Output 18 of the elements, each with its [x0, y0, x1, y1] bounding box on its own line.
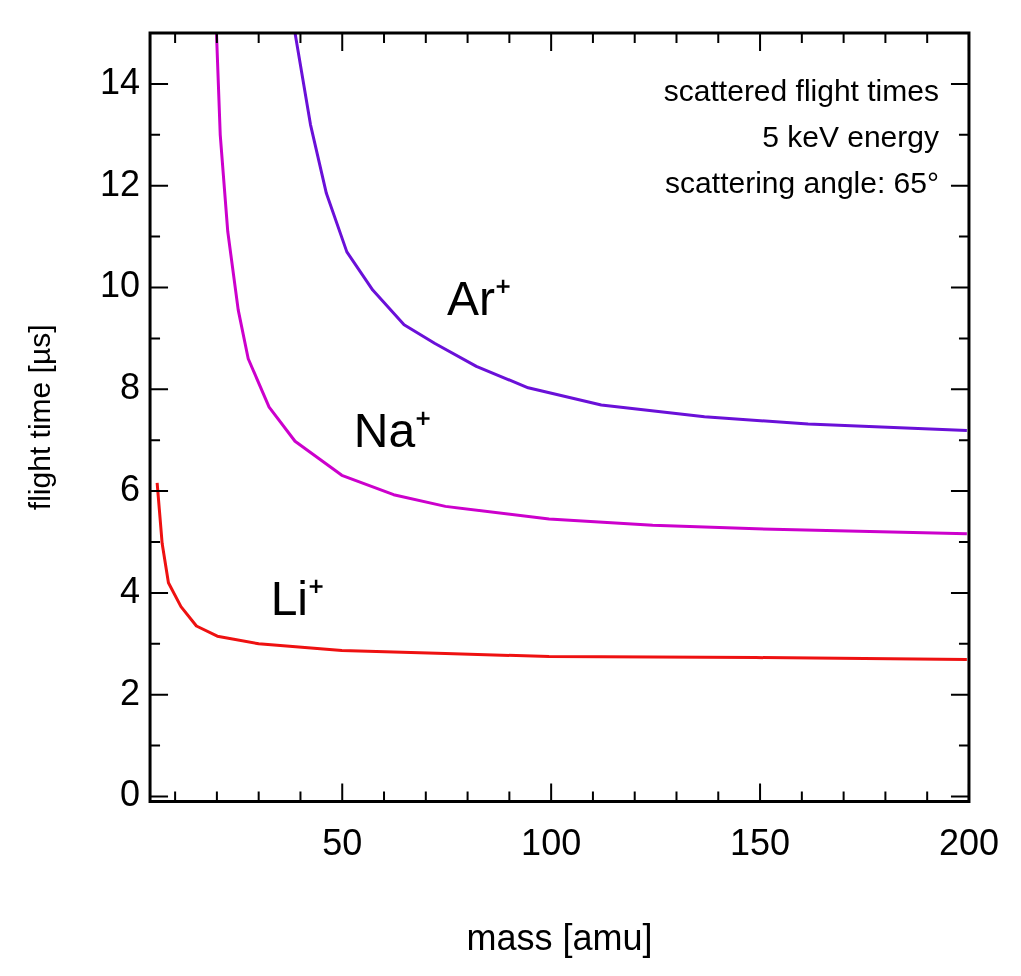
series-label: Li⁺: [270, 572, 325, 626]
x-tick-label: 200: [938, 822, 1000, 864]
y-axis-title: flight time [µs]: [23, 324, 57, 511]
y-tick-label: 6: [120, 468, 141, 510]
y-tick-label: 12: [100, 162, 141, 204]
x-axis-title: mass [amu]: [466, 917, 653, 959]
y-tick-label: 4: [120, 569, 141, 611]
y-tick-label: 10: [100, 264, 141, 306]
series-label: Ar⁺: [447, 271, 511, 325]
y-tick-label: 2: [120, 671, 141, 713]
y-tick-label: 14: [100, 60, 141, 102]
x-tick-label: 50: [322, 822, 363, 864]
x-tick-label: 100: [521, 822, 582, 864]
annotation: scattered flight times 5 keV energy scattering angle: 65°: [663, 74, 939, 200]
series-label: Na⁺: [353, 403, 432, 457]
y-tick-label: 8: [120, 366, 141, 408]
y-tick-label: 0: [120, 773, 141, 815]
x-tick-label: 150: [730, 822, 791, 864]
